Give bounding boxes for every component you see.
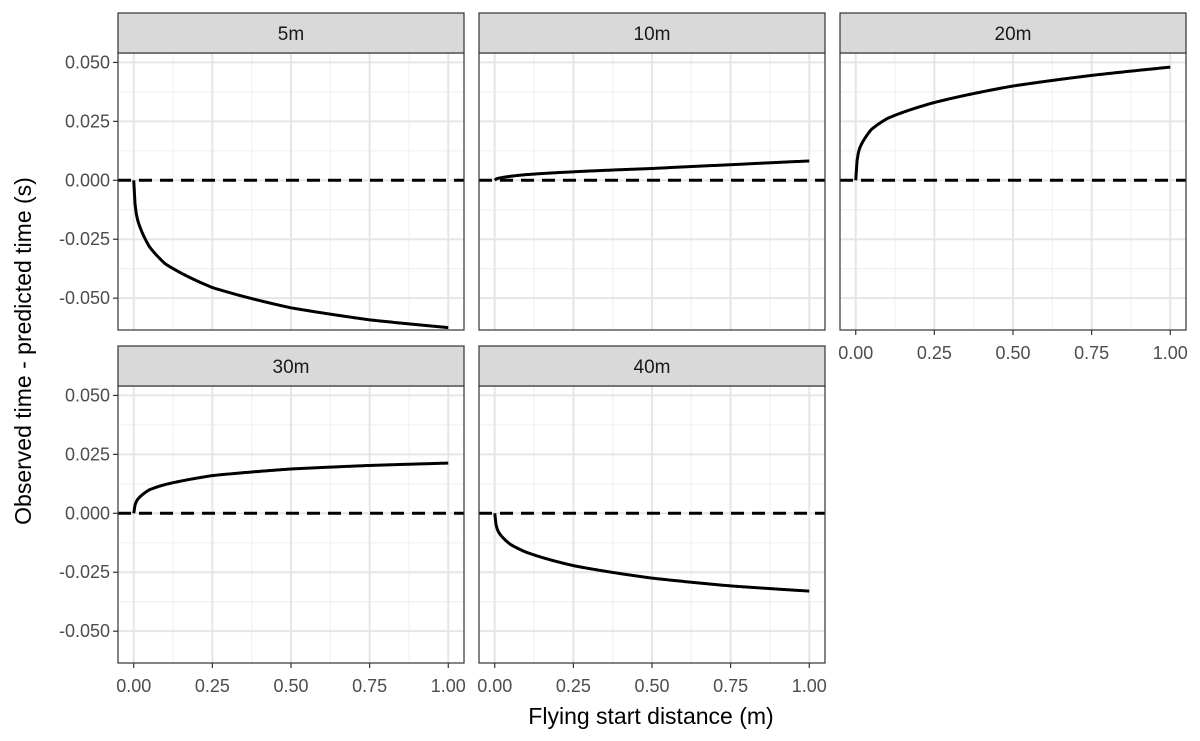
y-tick-label: 0.050 [65, 385, 110, 405]
x-tick-label: 1.00 [431, 676, 466, 696]
x-tick-label: 0.00 [116, 676, 151, 696]
y-tick-label: -0.050 [59, 288, 110, 308]
strip-10m [478, 12, 826, 54]
panel-10m: 10m [478, 12, 826, 331]
strip-label-40m: 40m [634, 357, 671, 378]
y-tick-label: -0.025 [59, 229, 110, 249]
y-tick-label: 0.025 [65, 444, 110, 464]
x-tick-label: 0.25 [556, 676, 591, 696]
series-line-10m [493, 159, 810, 182]
x-tick-label: 1.00 [1153, 343, 1188, 363]
panel-20m: 20m 0.00 0.25 0.50 0.75 1.00 [838, 12, 1188, 363]
x-tick-label: 0.75 [1074, 343, 1109, 363]
panel-5m: 5m 0.050 0.025 0.000 -0.025 -0.050 [59, 12, 465, 331]
y-tick-label: 0.050 [65, 52, 110, 72]
y-tick-label: -0.025 [59, 562, 110, 582]
strip-40m [478, 345, 826, 387]
x-tick-label: 1.00 [792, 676, 827, 696]
series-line-20m [854, 65, 1171, 181]
strip-30m [117, 345, 465, 387]
panel-40m: 40m 0.00 0.25 0.50 0.75 1.00 [477, 345, 827, 696]
y-tick-label: 0.000 [65, 503, 110, 523]
strip-label-10m: 10m [634, 24, 671, 45]
x-tick-label: 0.50 [634, 676, 669, 696]
series-line-5m [132, 180, 449, 330]
x-tick-label: 0.00 [838, 343, 873, 363]
x-tick-label: 0.75 [713, 676, 748, 696]
series-line-30m [132, 461, 449, 514]
strip-label-20m: 20m [995, 24, 1032, 45]
x-tick-label: 0.25 [917, 343, 952, 363]
y-tick-label: -0.050 [59, 621, 110, 641]
panel-30m: 30m 0.050 0.025 0.000 -0.025 -0.050 0.00 0.25 0.… [59, 345, 466, 696]
x-tick-label: 0.50 [273, 676, 308, 696]
series-line-40m [493, 513, 810, 593]
y-axis-title: Observed time - predicted time (s) [10, 177, 36, 525]
x-axis-title: Flying start distance (m) [528, 703, 773, 729]
x-tick-label: 0.50 [995, 343, 1030, 363]
y-tick-label: 0.025 [65, 111, 110, 131]
strip-label-30m: 30m [273, 357, 310, 378]
strip-20m [839, 12, 1187, 54]
x-tick-label: 0.25 [195, 676, 230, 696]
x-tick-label: 0.75 [352, 676, 387, 696]
strip-5m [117, 12, 465, 54]
strip-label-5m: 5m [278, 24, 304, 45]
y-tick-label: 0.000 [65, 170, 110, 190]
x-tick-label: 0.00 [477, 676, 512, 696]
